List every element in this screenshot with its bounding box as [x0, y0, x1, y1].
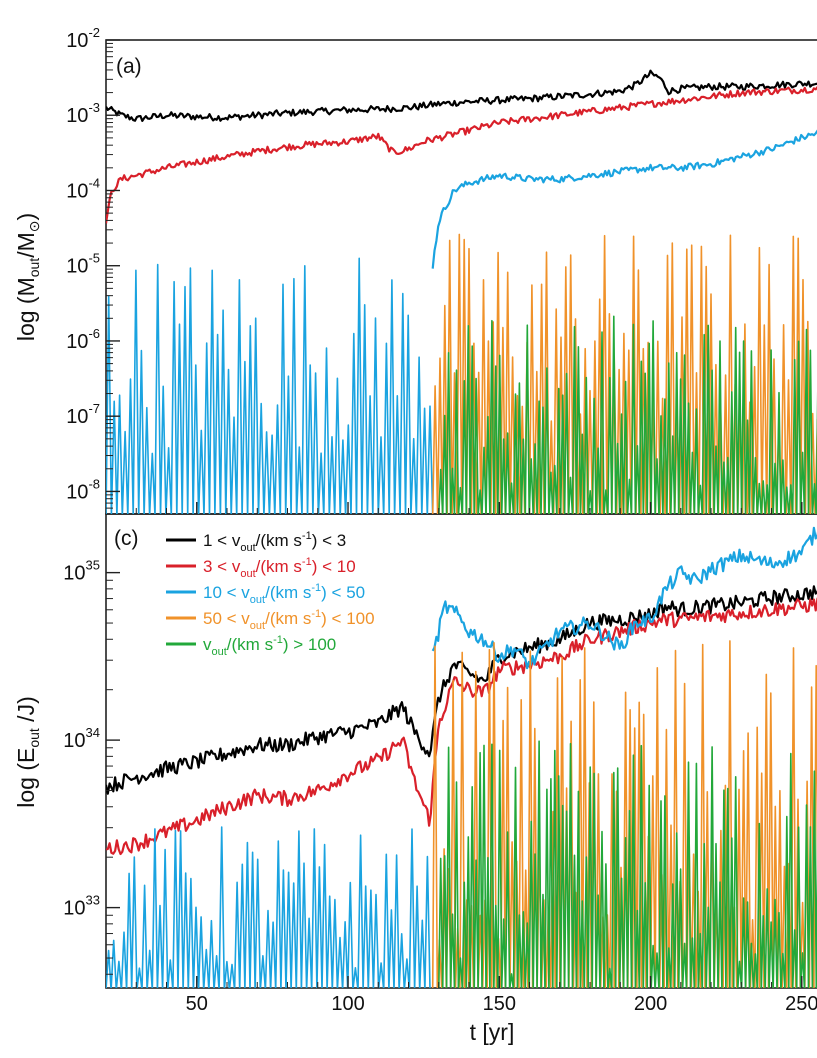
legend-entry: 50 < vout/(km s-1) < 100 [203, 608, 375, 632]
blue-fluctuation [106, 826, 431, 988]
y-c-sub: out [26, 728, 42, 748]
y-a-sub2: ⊙ [26, 221, 42, 233]
y-a-mid: /M [13, 232, 39, 258]
y-a-post: ) [13, 213, 39, 221]
x-tick-label: 100 [331, 993, 364, 1015]
y-tick-label: 1033 [63, 893, 100, 920]
panel-a-series [106, 69, 817, 514]
panel-a-y-ticks: 10-2 10-3 10-4 10-5 10-6 10-7 10-8 [66, 25, 803, 514]
series-line-1 [106, 86, 817, 224]
panel-c-y-axis-title: log (Eout /J) [13, 696, 42, 808]
series-line-2 [431, 129, 817, 269]
y-a-pre: log (M [13, 277, 39, 341]
series-line-2 [431, 526, 817, 670]
legend: 1 < vout/(km s-1) < 33 < vout/(km s-1) <… [166, 530, 375, 658]
panel-c-y-ticks: 1035 1034 1033 [63, 558, 803, 988]
y-c-pre: log (E [13, 748, 39, 808]
panel-c-label: (c) [114, 527, 139, 550]
x-tick-label: 200 [634, 993, 667, 1015]
y-tick-label: 1034 [63, 725, 100, 752]
panel-a-y-axis-title: log (Mout/M⊙) [13, 213, 42, 341]
y-tick-label: 10-7 [66, 401, 100, 428]
x-tick-label: 250 [785, 993, 817, 1015]
series-line-0 [106, 69, 817, 122]
green-fluctuation [438, 740, 817, 988]
panel-c-series [106, 526, 817, 988]
y-tick-label: 10-5 [66, 251, 100, 278]
y-tick-label: 1035 [63, 558, 100, 585]
y-tick-label: 10-4 [66, 175, 100, 202]
x-axis-title: t [yr] [470, 1019, 515, 1045]
x-tick-label: 50 [186, 993, 208, 1015]
legend-entry: vout/(km s-1) > 100 [203, 634, 336, 658]
legend-entry: 10 < vout/(km s-1) < 50 [203, 582, 365, 606]
y-a-sub: out [26, 258, 42, 278]
legend-entry: 3 < vout/(km s-1) < 10 [203, 556, 356, 580]
x-axis-ticks: 50 100 150 200 250 [186, 993, 817, 1015]
panel-a-label: (a) [116, 55, 142, 78]
y-tick-label: 10-3 [66, 100, 100, 127]
x-tick-label: 150 [483, 993, 516, 1015]
y-tick-label: 10-6 [66, 326, 100, 353]
legend-entry: 1 < vout/(km s-1) < 3 [203, 530, 346, 554]
series-line-0 [106, 585, 817, 795]
y-tick-label: 10-8 [66, 476, 100, 503]
y-c-post: /J) [13, 696, 39, 728]
series-line-1 [106, 597, 817, 856]
blue-fluctuation [106, 257, 434, 514]
green-fluctuation [438, 315, 817, 514]
y-tick-label: 10-2 [66, 25, 100, 52]
